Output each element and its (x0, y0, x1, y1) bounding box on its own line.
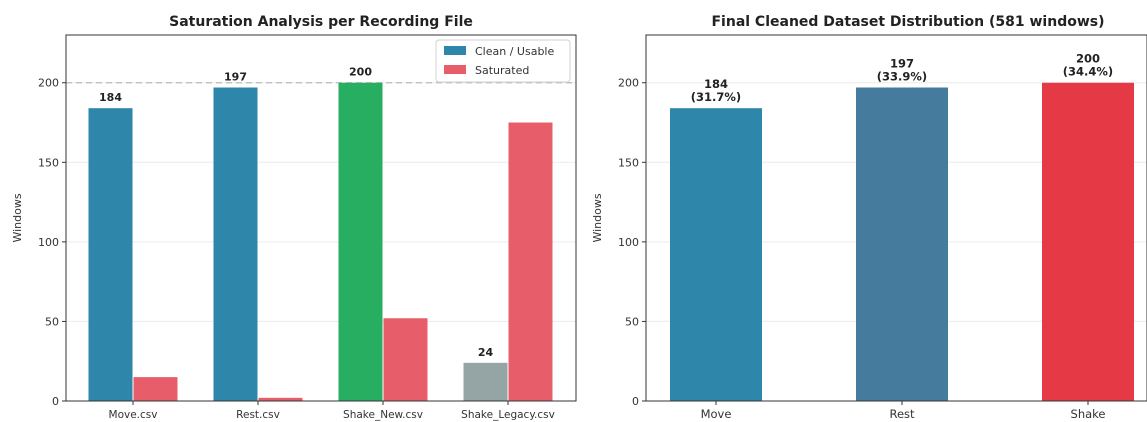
bar-saturated (133, 377, 178, 401)
bar-saturated (508, 122, 553, 402)
chart1-legend: Clean / Usable Saturated (435, 39, 571, 83)
bar-saturated (258, 397, 303, 401)
data-label: 197 (224, 71, 247, 84)
data-label-count: 200 (1076, 52, 1100, 66)
chart1-x-ticks: Move.csv Rest.csv Shake_New.csv Shake_Legac… (109, 401, 555, 421)
bar-clean (213, 87, 258, 401)
bar-rest (856, 87, 948, 401)
chart2-bars (670, 82, 1134, 401)
bar-move (670, 108, 762, 401)
y-tick-label: 150 (618, 156, 639, 169)
x-tick-label: Rest.csv (236, 409, 280, 421)
data-label-count: 197 (890, 57, 914, 71)
data-label-percent: (33.9%) (877, 70, 927, 84)
chart2-x-ticks: Move Rest Shake (701, 401, 1106, 421)
y-tick-label: 50 (625, 315, 639, 328)
y-tick-label: 100 (38, 236, 59, 249)
data-label-percent: (34.4%) (1063, 65, 1113, 79)
chart1-plot-frame (65, 34, 577, 402)
y-tick-label: 0 (632, 395, 639, 408)
chart2-title: Final Cleaned Dataset Distribution (581 … (711, 14, 1104, 30)
chart1-y-axis-label: Windows (11, 193, 24, 242)
chart-saturation-analysis: Saturation Analysis per Recording File 1… (11, 14, 577, 421)
bar-clean (338, 82, 383, 401)
y-tick-label: 150 (38, 156, 59, 169)
y-tick-label: 50 (45, 315, 59, 328)
data-label: 24 (478, 346, 494, 359)
chart1-bars (88, 82, 553, 402)
bar-saturated (383, 318, 428, 401)
data-label-count: 184 (704, 77, 728, 91)
x-tick-label: Shake_New.csv (343, 409, 423, 421)
y-tick-label: 0 (52, 395, 59, 408)
data-label-percent: (31.7%) (691, 90, 741, 104)
legend-label-clean: Clean / Usable (475, 45, 554, 58)
x-tick-label: Shake (1071, 407, 1106, 421)
chart2-y-ticks: 0 50 100 150 200 (618, 77, 646, 408)
x-tick-label: Rest (889, 407, 915, 421)
legend-swatch-clean (444, 46, 466, 55)
chart2-plot-frame (645, 34, 1147, 402)
chart-final-dataset-distribution: Final Cleaned Dataset Distribution (581 … (591, 14, 1147, 421)
bar-clean (88, 108, 133, 401)
x-tick-label: Shake_Legacy.csv (461, 409, 555, 421)
chart1-data-labels: 184 197 200 24 (99, 66, 493, 359)
x-tick-label: Move (701, 407, 732, 421)
chart2-data-labels: 184(31.7%) 197(33.9%) 200(34.4%) (691, 52, 1113, 104)
y-tick-label: 200 (618, 77, 639, 90)
chart2-y-axis-label: Windows (591, 193, 604, 242)
bar-shake (1042, 82, 1134, 401)
y-tick-label: 200 (38, 77, 59, 90)
chart1-title: Saturation Analysis per Recording File (169, 14, 473, 30)
legend-swatch-saturated (444, 65, 466, 74)
data-label: 184 (99, 91, 122, 104)
y-tick-label: 100 (618, 236, 639, 249)
data-label: 200 (349, 66, 372, 79)
legend-label-saturated: Saturated (475, 64, 529, 77)
chart1-y-ticks: 0 50 100 150 200 (38, 77, 66, 408)
bar-clean (463, 362, 508, 401)
x-tick-label: Move.csv (109, 409, 158, 421)
